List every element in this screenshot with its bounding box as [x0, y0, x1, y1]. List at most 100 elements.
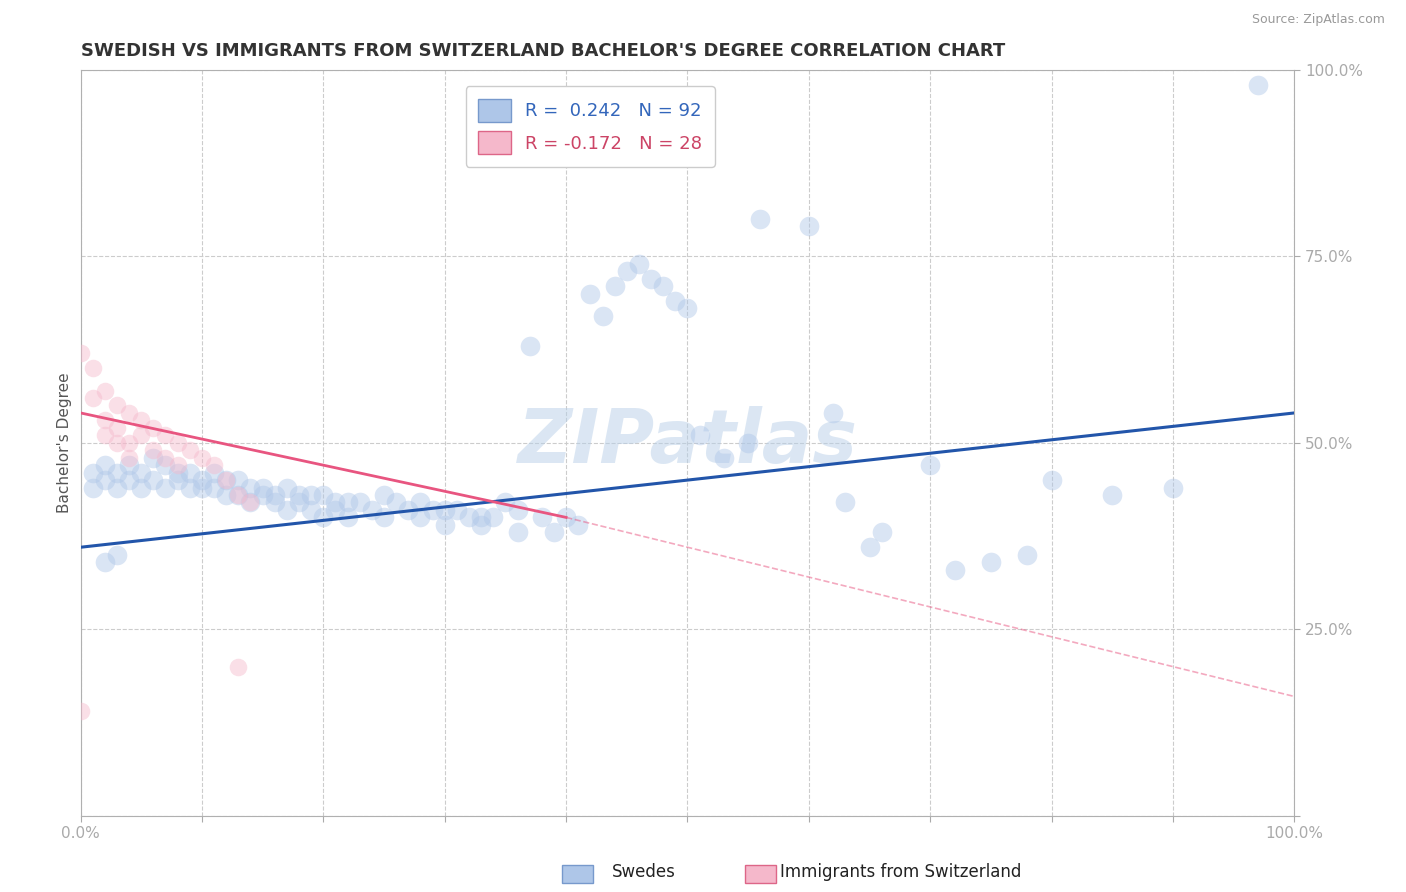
Point — [166, 473, 188, 487]
Point — [118, 406, 141, 420]
Point — [94, 428, 117, 442]
Point — [263, 495, 285, 509]
Legend: R =  0.242   N = 92, R = -0.172   N = 28: R = 0.242 N = 92, R = -0.172 N = 28 — [465, 87, 716, 167]
Point — [749, 211, 772, 226]
Point — [166, 435, 188, 450]
Point — [129, 481, 152, 495]
Point — [215, 473, 238, 487]
Point — [494, 495, 516, 509]
Point — [105, 421, 128, 435]
Point — [592, 309, 614, 323]
Point — [433, 517, 456, 532]
Point — [155, 428, 177, 442]
Point — [616, 264, 638, 278]
Text: SWEDISH VS IMMIGRANTS FROM SWITZERLAND BACHELOR'S DEGREE CORRELATION CHART: SWEDISH VS IMMIGRANTS FROM SWITZERLAND B… — [80, 42, 1005, 60]
Point — [385, 495, 408, 509]
Y-axis label: Bachelor's Degree: Bachelor's Degree — [58, 373, 72, 513]
Point — [118, 473, 141, 487]
Point — [325, 495, 347, 509]
Point — [458, 510, 481, 524]
Point — [94, 473, 117, 487]
Point — [263, 488, 285, 502]
Point — [797, 219, 820, 234]
Point — [179, 481, 201, 495]
Point — [312, 488, 335, 502]
Point — [689, 428, 711, 442]
Point — [409, 495, 432, 509]
Point — [202, 481, 225, 495]
Point — [530, 510, 553, 524]
Point — [118, 458, 141, 472]
Point — [82, 391, 104, 405]
Text: ZIPatlas: ZIPatlas — [517, 406, 858, 479]
Point — [506, 503, 529, 517]
Point — [664, 293, 686, 308]
Point — [1040, 473, 1063, 487]
Point — [155, 481, 177, 495]
Point — [94, 555, 117, 569]
Point — [325, 503, 347, 517]
Point — [228, 659, 250, 673]
Point — [105, 466, 128, 480]
Point — [166, 466, 188, 480]
Point — [1101, 488, 1123, 502]
Point — [179, 443, 201, 458]
Point — [94, 384, 117, 398]
Point — [652, 279, 675, 293]
Point — [446, 503, 468, 517]
Point — [166, 458, 188, 472]
Point — [567, 517, 589, 532]
Point — [422, 503, 444, 517]
Point — [252, 481, 274, 495]
Point — [1161, 481, 1184, 495]
Point — [105, 399, 128, 413]
Point — [129, 466, 152, 480]
Point — [94, 458, 117, 472]
Point — [118, 450, 141, 465]
Point — [543, 525, 565, 540]
Point — [276, 481, 298, 495]
Point — [288, 488, 311, 502]
Point — [252, 488, 274, 502]
Point — [676, 301, 699, 316]
Point — [482, 510, 505, 524]
Point — [834, 495, 856, 509]
Point — [142, 443, 165, 458]
Point — [276, 503, 298, 517]
Point — [603, 279, 626, 293]
Point — [336, 510, 359, 524]
Point — [312, 510, 335, 524]
Point — [980, 555, 1002, 569]
Point — [191, 473, 214, 487]
Point — [129, 413, 152, 427]
Point — [228, 488, 250, 502]
Point — [737, 435, 759, 450]
Point — [105, 481, 128, 495]
Point — [470, 510, 492, 524]
Point — [69, 705, 91, 719]
Point — [858, 541, 880, 555]
Point — [215, 473, 238, 487]
Text: Immigrants from Switzerland: Immigrants from Switzerland — [780, 863, 1022, 881]
Point — [470, 517, 492, 532]
Point — [239, 495, 262, 509]
Point — [409, 510, 432, 524]
Point — [105, 548, 128, 562]
Point — [506, 525, 529, 540]
Point — [519, 339, 541, 353]
Point — [69, 346, 91, 360]
Point — [349, 495, 371, 509]
Point — [579, 286, 602, 301]
Point — [1017, 548, 1039, 562]
Point — [1247, 78, 1270, 92]
Point — [82, 481, 104, 495]
Point — [713, 450, 735, 465]
Point — [823, 406, 845, 420]
Point — [360, 503, 382, 517]
Point — [82, 466, 104, 480]
Point — [142, 450, 165, 465]
Point — [191, 481, 214, 495]
Point — [943, 563, 966, 577]
Text: Swedes: Swedes — [612, 863, 675, 881]
Point — [239, 495, 262, 509]
